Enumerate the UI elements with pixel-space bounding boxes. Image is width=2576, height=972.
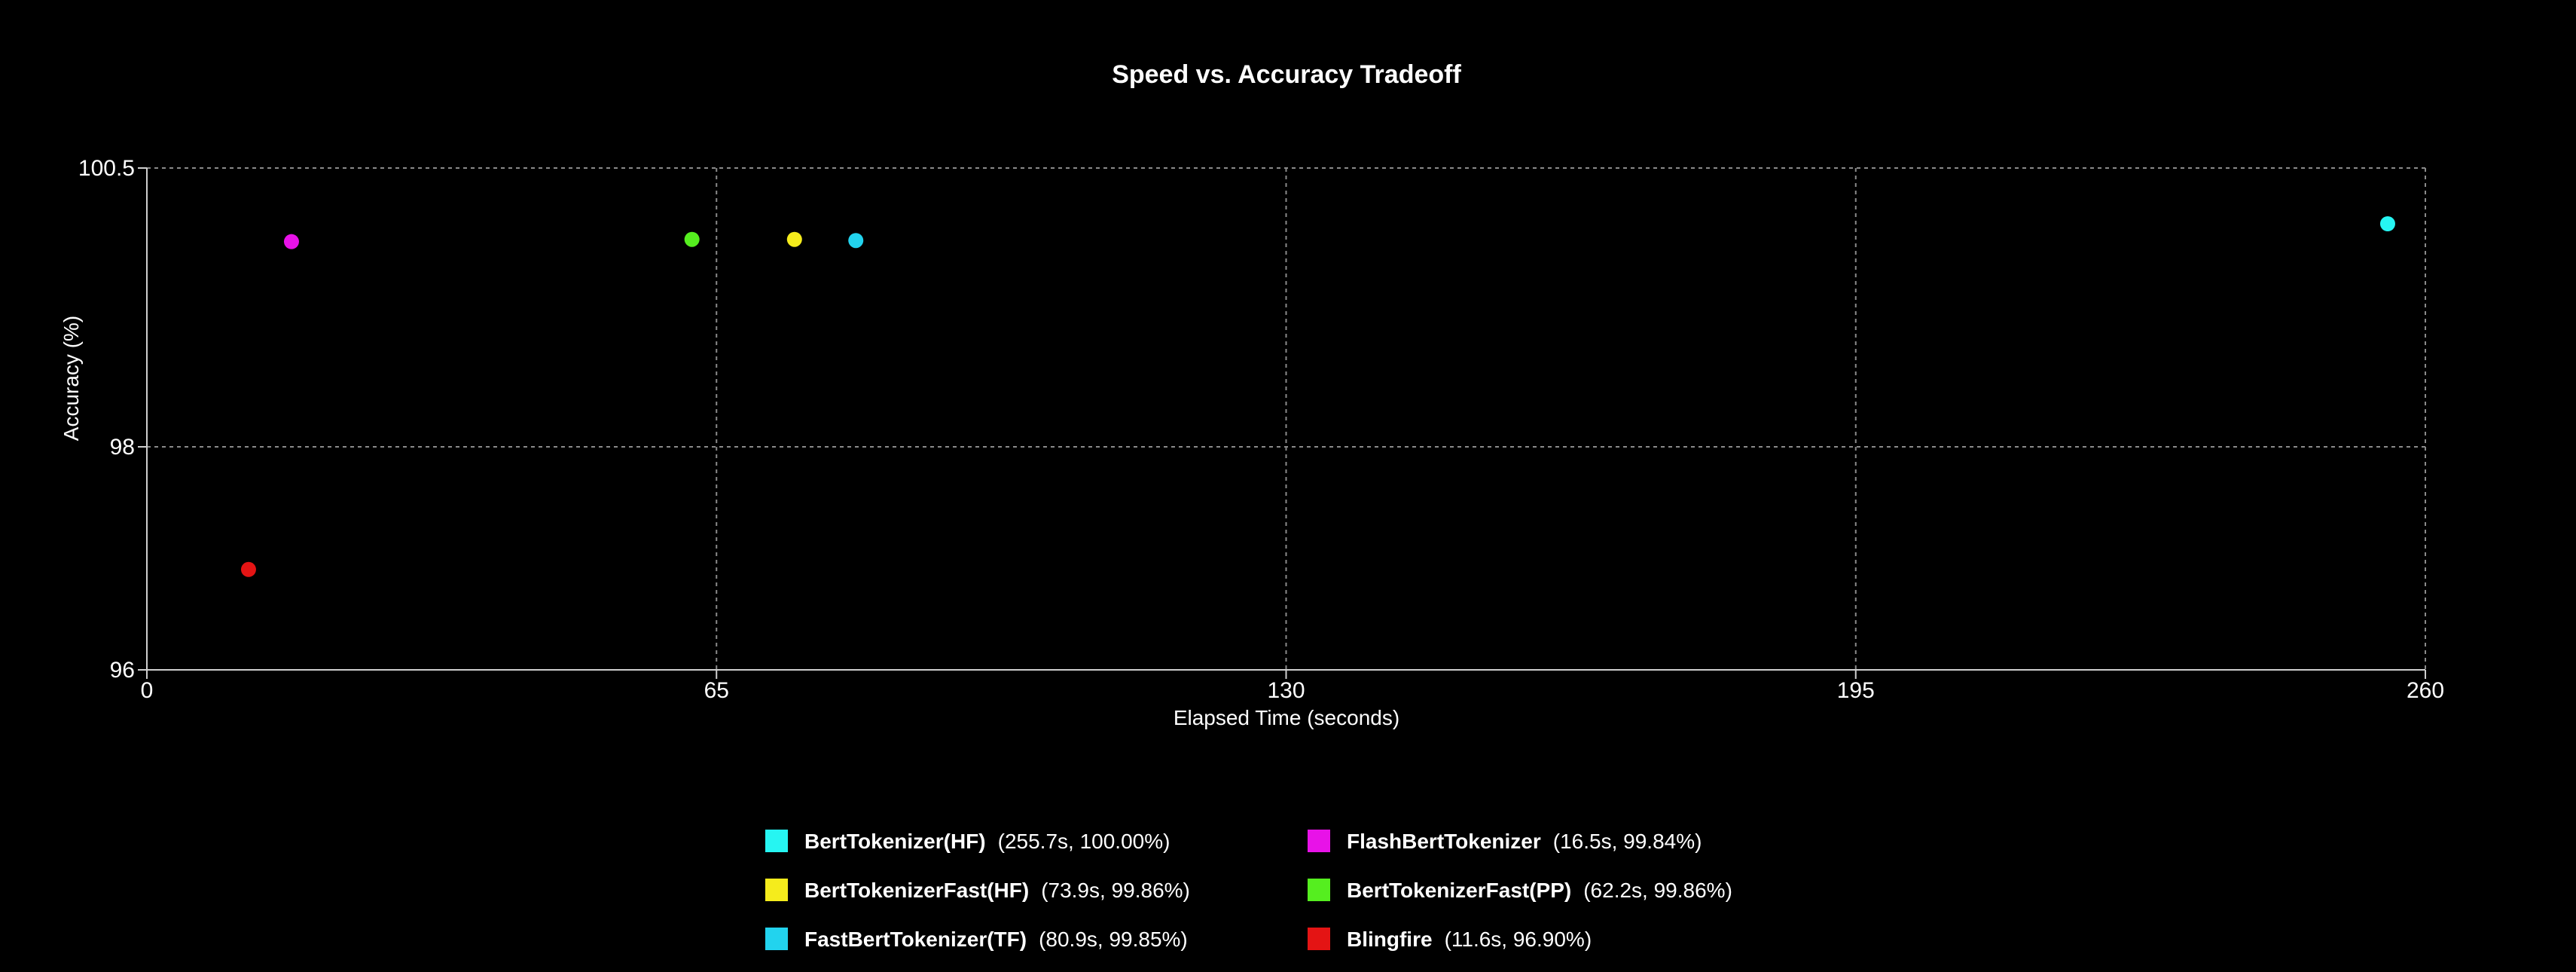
legend-series-detail: (16.5s, 99.84%) [1553,830,1702,853]
legend-series-name: BertTokenizer(HF) [804,830,986,853]
y-tick-label: 96 [110,658,135,683]
data-point[interactable] [2379,216,2395,231]
legend-series-detail: (73.9s, 99.86%) [1041,879,1190,902]
data-point[interactable] [283,234,299,249]
x-tick-label: 195 [1837,678,1875,703]
grid-lines [147,167,2426,670]
legend-series-detail: (255.7s, 100.00%) [998,830,1170,853]
y-axis-label: Accuracy (%) [60,316,83,441]
legend-item[interactable]: FlashBertTokenizer (16.5s, 99.84%) [1308,830,1702,853]
axes [138,167,2426,679]
legend-series-name: BertTokenizerFast(PP) [1347,879,1571,902]
legend-item[interactable]: BertTokenizerFast(HF) (73.9s, 99.86%) [765,879,1190,902]
legend-item[interactable]: BertTokenizer(HF) (255.7s, 100.00%) [765,830,1170,853]
x-axis-label: Elapsed Time (seconds) [1174,706,1399,729]
data-points [240,216,2395,577]
x-tick-label: 260 [2407,678,2444,703]
legend-series-detail: (80.9s, 99.85%) [1039,928,1188,951]
legend-swatch [1308,928,1330,950]
legend-swatch [765,928,788,950]
legend-label: BertTokenizerFast(HF) (73.9s, 99.86%) [804,879,1190,902]
legend-swatch [765,830,788,852]
legend-swatch [1308,830,1330,852]
legend-swatch [1308,879,1330,901]
legend-label: FlashBertTokenizer (16.5s, 99.84%) [1347,830,1702,853]
legend-series-name: Blingfire [1347,928,1433,951]
chart-title: Speed vs. Accuracy Tradeoff [1112,60,1461,89]
data-point[interactable] [848,233,864,249]
y-tick-label: 100.5 [78,156,135,181]
legend-label: FastBertTokenizer(TF) (80.9s, 99.85%) [804,928,1188,951]
legend-label: BertTokenizerFast(PP) (62.2s, 99.86%) [1347,879,1732,902]
tick-labels: 0 65 130 195 260 96 98 100.5 [78,156,2444,703]
x-tick-label: 65 [704,678,729,703]
legend: BertTokenizer(HF) (255.7s, 100.00%)BertTo… [765,830,1732,951]
data-point[interactable] [684,231,700,247]
legend-series-detail: (62.2s, 99.86%) [1583,879,1732,902]
legend-series-name: FlashBertTokenizer [1347,830,1541,853]
x-tick-label: 130 [1267,678,1305,703]
legend-swatch [765,879,788,901]
legend-item[interactable]: Blingfire (11.6s, 96.90%) [1308,928,1592,951]
data-point[interactable] [240,561,256,577]
legend-series-name: BertTokenizerFast(HF) [804,879,1029,902]
legend-series-detail: (11.6s, 96.90%) [1445,928,1592,951]
legend-item[interactable]: FastBertTokenizer(TF) (80.9s, 99.85%) [765,928,1188,951]
legend-label: BertTokenizer(HF) (255.7s, 100.00%) [804,830,1170,853]
y-tick-label: 98 [110,435,135,460]
legend-series-name: FastBertTokenizer(TF) [804,928,1027,951]
legend-item[interactable]: BertTokenizerFast(PP) (62.2s, 99.86%) [1308,879,1732,902]
x-tick-label: 0 [141,678,154,703]
data-point[interactable] [786,231,802,247]
legend-label: Blingfire (11.6s, 96.90%) [1347,928,1592,951]
